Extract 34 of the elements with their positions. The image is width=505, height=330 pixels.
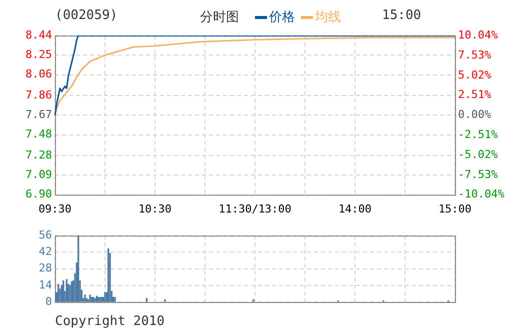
y2-tick-label: 2.51% — [458, 88, 492, 102]
y2-tick-label: 7.53% — [458, 48, 492, 62]
x-tick-label: 11:30/13:00 — [218, 202, 292, 216]
y-tick-label: 8.06 — [26, 68, 52, 81]
y-tick-label: 6.90 — [26, 188, 52, 201]
legend-label: 均线 — [315, 9, 341, 26]
y2-tick-label: -5.02% — [458, 148, 498, 161]
y2-tick-label: 5.02% — [458, 68, 492, 82]
y-tick-label: 7.67 — [26, 108, 52, 122]
y-tick-label: 7.86 — [26, 88, 52, 102]
x-tick-label: 14:00 — [338, 202, 372, 216]
y-tick-label: 7.09 — [26, 168, 52, 182]
y-tick-label: 42 — [38, 245, 52, 258]
text: Copyright 2010 — [55, 314, 166, 329]
y-tick-label: 14 — [38, 278, 52, 292]
y-tick-label: 8.25 — [26, 48, 52, 62]
y-tick-label: 7.28 — [26, 148, 52, 162]
y2-tick-label: -7.53% — [458, 168, 498, 181]
x-tick-label: 10:30 — [138, 202, 172, 216]
y2-tick-label: 0.00% — [458, 108, 492, 122]
chart-title: (002059) — [55, 8, 118, 23]
y-tick-label: 28 — [38, 262, 52, 275]
text: 15:00 — [382, 8, 422, 23]
y-tick-label: 0 — [45, 294, 52, 308]
y-tick-label: 7.48 — [26, 128, 52, 141]
chart-subtitle: 分时图 — [200, 9, 239, 26]
y2-tick-label: -2.51% — [458, 128, 498, 141]
y-tick-label: 8.44 — [26, 28, 52, 42]
y2-tick-label: -10.04% — [458, 188, 505, 201]
y2-tick-label: 10.04% — [458, 28, 498, 42]
y-tick-label: 56 — [38, 228, 52, 242]
x-tick-label: 09:30 — [38, 202, 72, 216]
legend-label: 价格 — [269, 9, 295, 26]
x-tick-label: 15:00 — [438, 202, 472, 216]
